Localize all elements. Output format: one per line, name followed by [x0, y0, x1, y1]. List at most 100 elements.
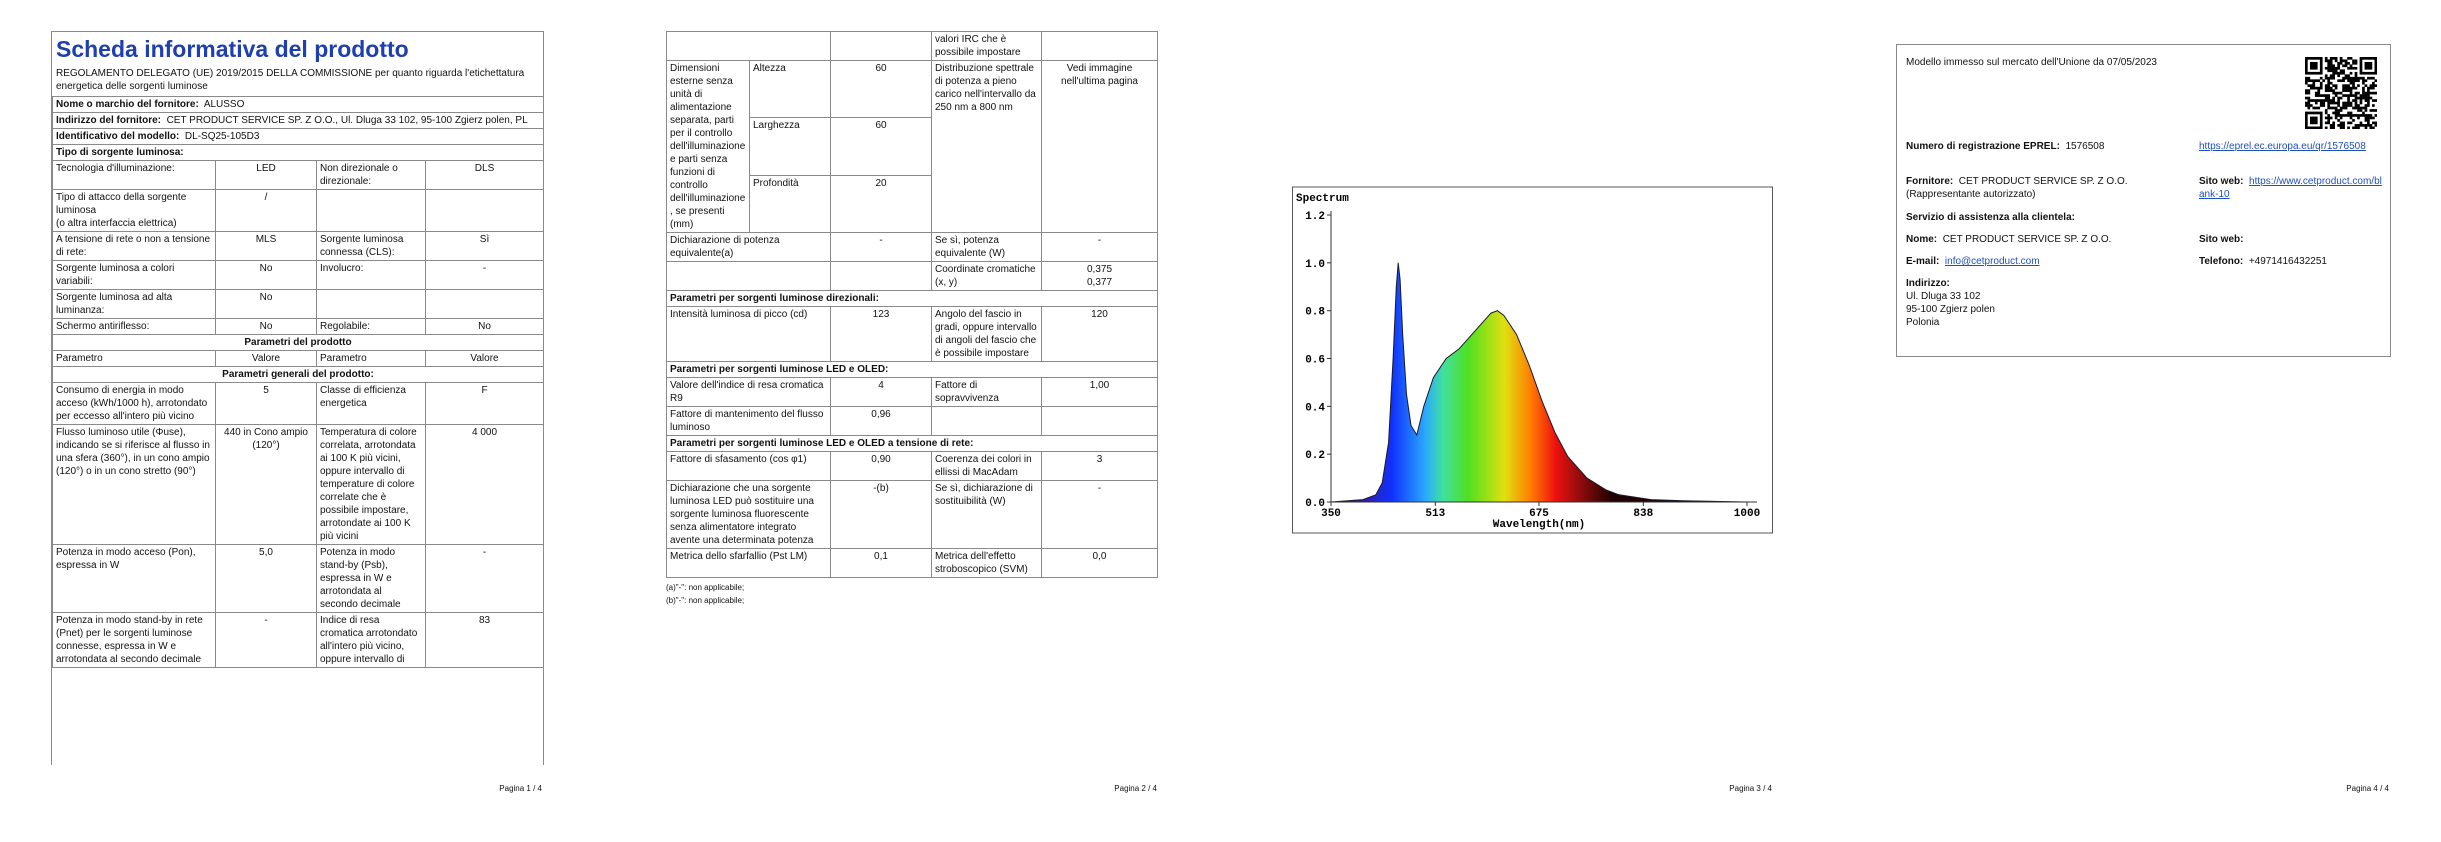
qr-module — [2327, 66, 2331, 70]
table-cell: Nome o marchio del fornitore: ALUSSO — [52, 95, 543, 113]
qr-module — [2312, 84, 2316, 87]
qr-module — [2327, 84, 2331, 87]
table-cell: 3 — [1041, 451, 1158, 481]
qr-module — [2339, 124, 2343, 127]
qr-module — [2319, 119, 2323, 122]
qr-module — [2319, 124, 2323, 127]
table-cell: Involucro: — [316, 259, 426, 290]
chart-frame — [1292, 186, 1773, 534]
x-axis-label: Wavelength(nm) — [1493, 519, 1585, 531]
qr-module — [2364, 119, 2368, 122]
qr-module — [2359, 101, 2363, 105]
table-cell: Sorgente luminosa a colori variabili: — [52, 259, 216, 290]
qr-module — [2359, 66, 2363, 70]
qr-module — [2354, 91, 2358, 95]
qr-module — [2342, 64, 2345, 68]
qr-module — [2332, 121, 2335, 125]
qr-module — [2344, 61, 2348, 65]
email-link[interactable]: info@cetproduct.com — [1944, 256, 2040, 267]
qr-module — [2347, 114, 2350, 117]
qr-module — [2305, 96, 2308, 100]
table-cell: 0,0 — [1041, 548, 1158, 578]
table-cell: - — [424, 543, 543, 613]
table-row: Profondità 20 — [667, 174, 1158, 234]
qr-module — [2307, 99, 2311, 102]
qr-module — [2334, 69, 2338, 73]
qr-module — [2312, 86, 2316, 90]
table-cell: Se sì, potenza equivalente (W) — [931, 232, 1042, 262]
qr-module — [2305, 61, 2308, 65]
table-cell: Sì — [424, 230, 543, 261]
qr-module — [2305, 101, 2308, 105]
address-block: Indirizzo: Ul. Dluga 33 102 95-100 Zgier… — [1906, 277, 1995, 329]
qr-module — [2367, 57, 2370, 60]
website-link[interactable]: https://www.cetproduct.com/blank-10 — [2199, 176, 2382, 200]
table-cell: 5 — [215, 381, 317, 425]
table-row: Consumo di energia in modo acceso (kWh/1… — [52, 381, 543, 425]
y-tick-label: 0.2 — [1305, 450, 1325, 462]
qr-module — [2324, 96, 2328, 100]
qr-module — [2334, 111, 2338, 115]
qr-module — [2342, 86, 2345, 90]
eprel-link[interactable]: https://eprel.ec.europa.eu/qr/1576508 — [2199, 141, 2366, 152]
qr-module — [2372, 81, 2375, 85]
qr-module — [2319, 86, 2323, 90]
table-cell: Angolo del fascio in gradi, oppure inter… — [931, 306, 1042, 362]
qr-module — [2367, 119, 2370, 122]
qr-module — [2312, 57, 2316, 60]
qr-module — [2359, 64, 2363, 68]
table-cell — [1041, 31, 1158, 61]
qr-module — [2339, 57, 2343, 60]
qr-module — [2357, 114, 2360, 117]
supplier-row: Fornitore: CET PRODUCT SERVICE SP. Z O.O… — [1906, 175, 2186, 201]
qr-module — [2354, 76, 2358, 80]
qr-module — [2349, 101, 2353, 105]
qr-module — [2309, 84, 2313, 87]
table-cell: Vedi immagine nell'ultima pagina — [1041, 60, 1158, 233]
qr-module — [2337, 104, 2340, 107]
qr-module — [2362, 124, 2365, 127]
qr-module — [2369, 76, 2373, 80]
qr-module — [2324, 66, 2328, 70]
qr-module — [2317, 79, 2321, 83]
qr-module — [2332, 71, 2335, 75]
label: Nome: — [1906, 234, 1938, 245]
qr-module — [2314, 116, 2318, 120]
qr-module — [2374, 61, 2377, 65]
qr-module — [2314, 86, 2318, 90]
spectrum-chart: Spectrum Wavelength(nm) 0.0 0.2 0.4 0.6 0.8 1… — [1292, 186, 1773, 534]
qr-module — [2349, 116, 2353, 120]
qr-module — [2339, 121, 2343, 125]
table-cell: Schermo antiriflesso: — [52, 317, 216, 335]
qr-module — [2324, 99, 2328, 102]
qr-module — [2374, 84, 2377, 87]
qr-module — [2362, 114, 2365, 117]
qr-module — [2364, 124, 2368, 127]
label: Fornitore: — [1906, 176, 1954, 187]
qr-module — [2367, 121, 2370, 125]
qr-module — [2305, 104, 2308, 107]
qr-module — [2317, 126, 2321, 129]
table-cell: 440 in Cono ampio (120°) — [215, 423, 317, 545]
qr-module — [2372, 84, 2375, 87]
qr-module — [2314, 106, 2318, 110]
qr-module — [2337, 99, 2340, 102]
qr-module — [2357, 84, 2360, 87]
service-website-row: Sito web: — [2199, 233, 2243, 246]
qr-module — [2344, 86, 2348, 90]
qr-module — [2332, 57, 2335, 60]
table-cell: Flusso luminoso utile (Φuse), indicando … — [52, 423, 216, 545]
qr-module — [2352, 61, 2355, 65]
qr-module — [2337, 124, 2340, 127]
table-cell: - — [1041, 480, 1158, 549]
notes: (a)"-": non applicabile; (b)"-": non app… — [666, 582, 1157, 608]
qr-module — [2372, 76, 2375, 80]
product-table: valori IRC che è possibile impostare Dime… — [666, 31, 1158, 578]
qr-module — [2364, 71, 2368, 75]
qr-module — [2337, 114, 2340, 117]
y-tick-label: 1.0 — [1305, 259, 1325, 271]
table-cell: Tipo di sorgente luminosa: — [52, 143, 543, 161]
qr-module — [2314, 119, 2318, 122]
qr-module — [2357, 91, 2360, 95]
qr-module — [2364, 106, 2368, 110]
